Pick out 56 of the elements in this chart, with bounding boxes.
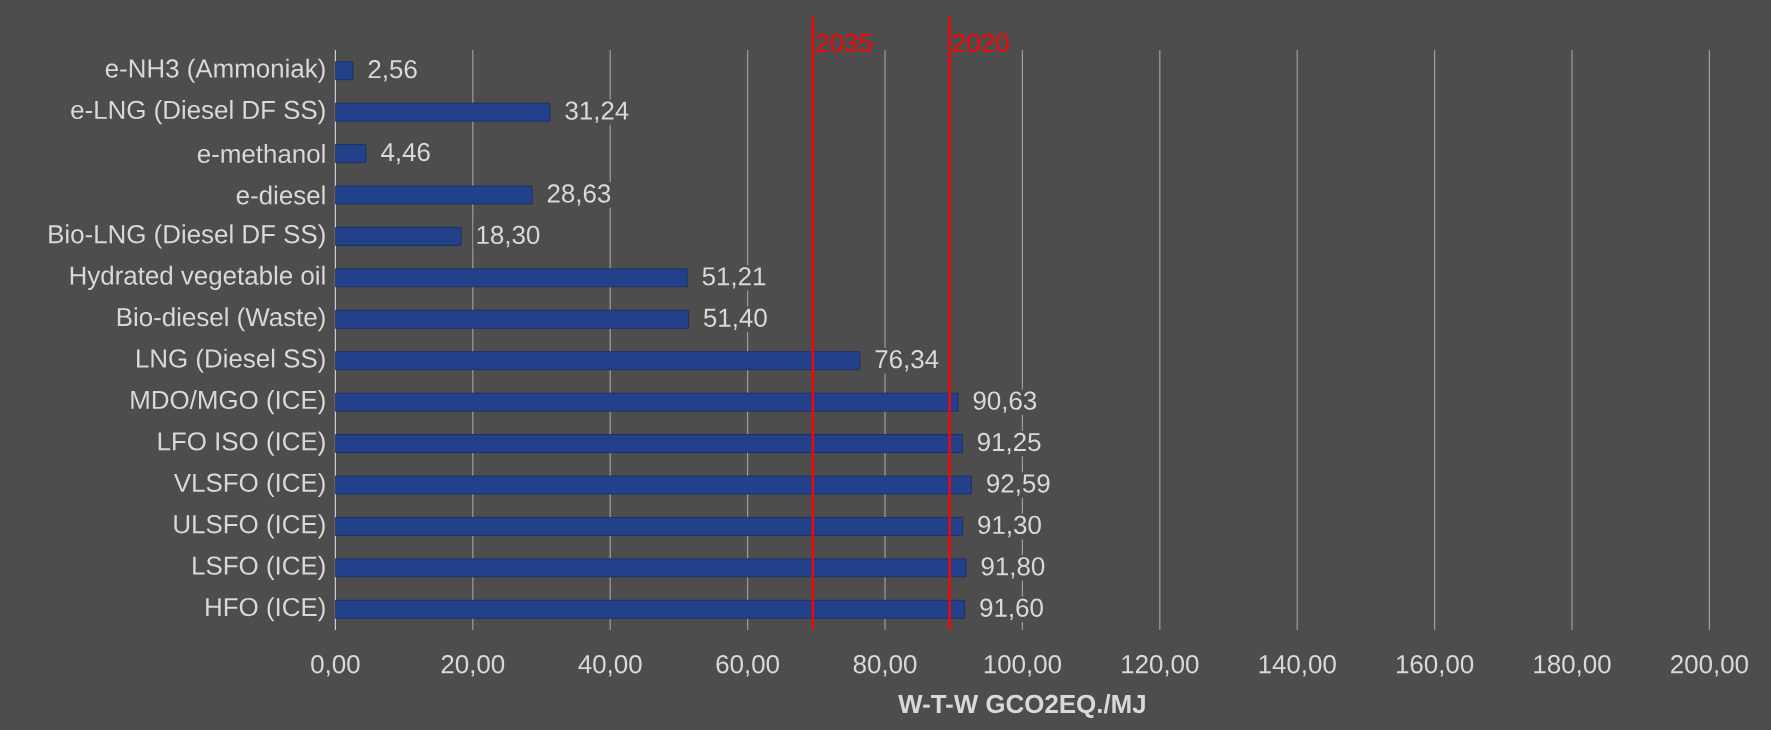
x-axis-title: W-T-W GCO2EQ./MJ — [898, 694, 1145, 718]
y-tick-label: e-NH3 (Ammoniak) — [105, 58, 325, 83]
x-tick-label: 40,00 — [578, 655, 642, 677]
data-label: 2,56 — [368, 60, 417, 82]
x-tick-label: 80,00 — [853, 655, 917, 677]
data-label: 92,59 — [987, 474, 1050, 496]
bar — [335, 61, 354, 81]
y-tick-label: Hydrated vegetable oil — [70, 265, 325, 290]
y-tick-label: e-diesel — [236, 185, 325, 205]
bar — [335, 144, 367, 163]
data-label: 51,21 — [702, 267, 766, 289]
annotation: 2020 — [953, 33, 1009, 53]
x-tick-label: 200,00 — [1671, 655, 1749, 677]
data-label: 91,25 — [977, 432, 1041, 455]
x-tick-label: 60,00 — [716, 655, 780, 677]
bar — [335, 268, 688, 288]
y-tick-label: ULSFO (ICE) — [174, 514, 325, 539]
data-label: 91,60 — [980, 598, 1043, 620]
bar — [335, 475, 972, 495]
bar — [335, 517, 964, 536]
x-tick-label: 160,00 — [1396, 655, 1474, 677]
y-tick-label: VLSFO (ICE) — [173, 472, 325, 498]
bar — [335, 185, 533, 205]
y-tick-label: LSFO (ICE) — [193, 555, 325, 580]
x-tick-label: 0,00 — [311, 655, 360, 677]
y-tick-label: e-LNG (Diesel DF SS) — [71, 100, 325, 125]
data-label: 76,34 — [875, 350, 939, 372]
bar — [335, 434, 963, 453]
y-tick-label: e-methanol — [197, 144, 325, 164]
bar — [335, 599, 966, 619]
y-tick-label: Bio-diesel (Waste) — [117, 307, 325, 332]
y-tick-label: MDO/MGO (ICE) — [131, 390, 325, 415]
annotation: 2035 — [816, 33, 872, 53]
x-tick-label: 20,00 — [441, 655, 505, 677]
y-tick-label: HFO (ICE) — [206, 597, 325, 622]
x-tick-label: 140,00 — [1259, 655, 1336, 677]
bar — [335, 351, 861, 371]
bar — [335, 392, 959, 412]
bar — [335, 102, 551, 122]
data-label: 31,24 — [565, 101, 629, 123]
data-label: 28,63 — [547, 184, 611, 206]
data-label: 91,80 — [981, 557, 1045, 579]
bar — [335, 309, 689, 329]
data-label: 18,30 — [477, 225, 540, 248]
bar — [335, 227, 462, 246]
data-label: 90,63 — [973, 391, 1037, 413]
data-label: 4,46 — [381, 142, 430, 165]
data-label: 91,30 — [978, 515, 1041, 538]
x-tick-label: 100,00 — [984, 655, 1062, 677]
y-tick-label: LNG (Diesel SS) — [137, 348, 325, 373]
y-tick-label: Bio-LNG (Diesel DF SS) — [49, 224, 325, 249]
data-label: 51,40 — [703, 308, 767, 330]
x-tick-label: 180,00 — [1534, 655, 1611, 677]
y-tick-label: LFO ISO (ICE) — [158, 431, 325, 456]
bar — [335, 558, 967, 578]
x-tick-label: 120,00 — [1122, 655, 1199, 677]
